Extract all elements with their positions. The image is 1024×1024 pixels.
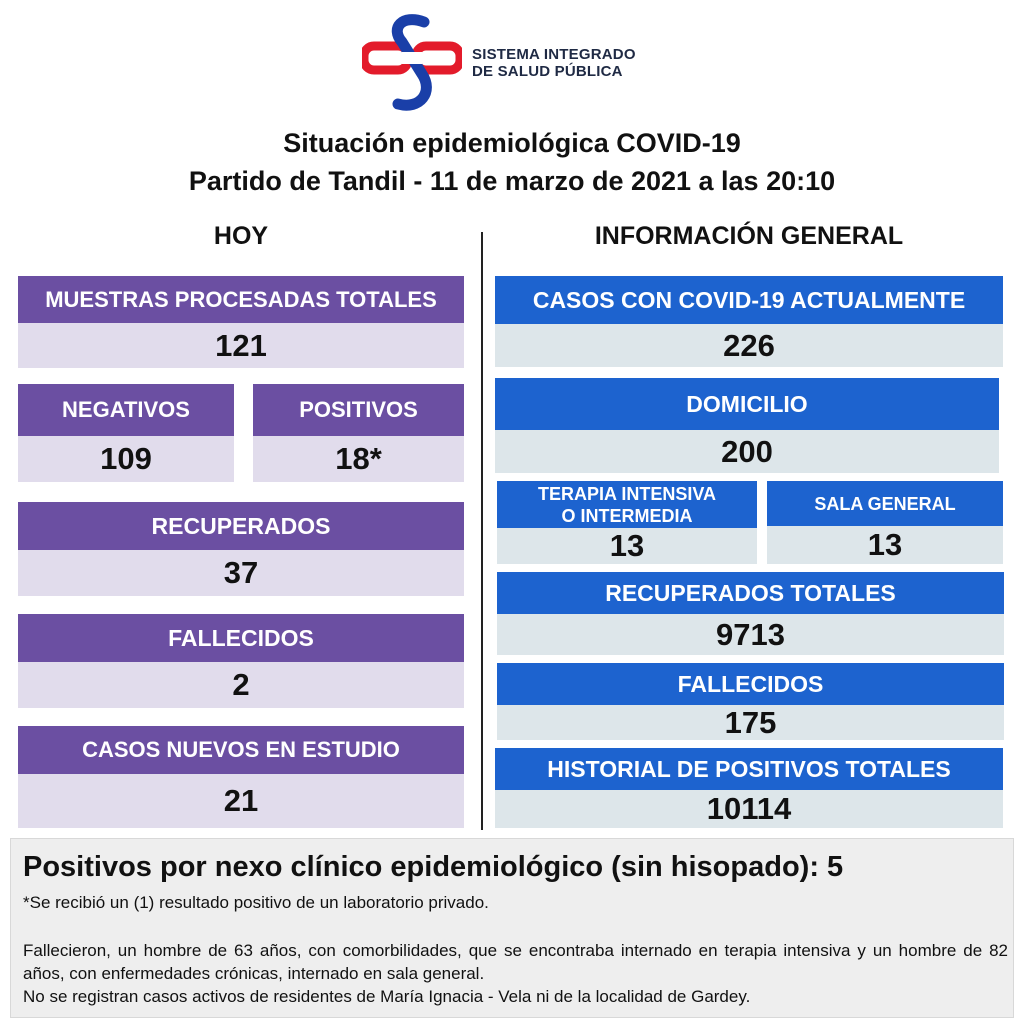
terapia-label: TERAPIA INTENSIVA O INTERMEDIA: [497, 481, 757, 528]
recuperados-totales-label: RECUPERADOS TOTALES: [497, 572, 1004, 614]
historial-label: HISTORIAL DE POSITIVOS TOTALES: [495, 748, 1003, 790]
nuevos-label: CASOS NUEVOS EN ESTUDIO: [18, 726, 464, 774]
muestras-value: 121: [18, 323, 464, 368]
footnote: *Se recibió un (1) resultado positivo de…: [23, 893, 489, 912]
terapia-value: 13: [497, 528, 757, 564]
recuperados-totales-value: 9713: [497, 614, 1004, 655]
muestras-label: MUESTRAS PROCESADAS TOTALES: [18, 276, 464, 323]
page-title-line-2: Partido de Tandil - 11 de marzo de 2021 …: [188, 166, 836, 196]
footer-paragraph-1: Fallecieron, un hombre de 63 años, con c…: [23, 941, 1008, 983]
sistema-integrado-logo-icon: [359, 14, 465, 114]
logo-text: SISTEMA INTEGRADO DE SALUD PÚBLICA: [472, 46, 636, 80]
hoy-heading: HOY: [213, 222, 269, 250]
general-heading: INFORMACIÓN GENERAL: [594, 222, 904, 250]
recuperados-value: 37: [18, 550, 464, 596]
positivos-label: POSITIVOS: [253, 384, 464, 436]
footer-paragraph: Fallecieron, un hombre de 63 años, con c…: [23, 939, 1008, 1008]
positivos-value: 18*: [253, 436, 464, 482]
domicilio-value: 200: [495, 430, 999, 473]
nexo-clinico-headline: Positivos por nexo clínico epidemiológic…: [23, 851, 844, 883]
sala-label: SALA GENERAL: [767, 481, 1003, 526]
fallecidos-general-label: FALLECIDOS: [497, 663, 1004, 705]
actuales-value: 226: [495, 324, 1003, 367]
footer-paragraph-2: No se registran casos activos de residen…: [23, 987, 751, 1006]
logo-line-1: SISTEMA INTEGRADO: [472, 46, 636, 63]
nuevos-value: 21: [18, 774, 464, 828]
terapia-label-line-2: O INTERMEDIA: [561, 505, 693, 526]
domicilio-label: DOMICILIO: [495, 378, 999, 430]
terapia-label-line-1: TERAPIA INTENSIVA: [537, 483, 716, 504]
recuperados-label: RECUPERADOS: [18, 502, 464, 550]
fallecidos-general-value: 175: [497, 705, 1004, 740]
fallecidos-hoy-label: FALLECIDOS: [18, 614, 464, 662]
page-title-line-1: Situación epidemiológica COVID-19: [283, 128, 741, 158]
fallecidos-hoy-value: 2: [18, 662, 464, 708]
historial-value: 10114: [495, 790, 1003, 828]
negativos-label: NEGATIVOS: [18, 384, 234, 436]
logo-line-2: DE SALUD PÚBLICA: [472, 63, 623, 80]
actuales-label: CASOS CON COVID-19 ACTUALMENTE: [495, 276, 1003, 324]
column-divider: [481, 232, 483, 830]
footer-panel: Positivos por nexo clínico epidemiológic…: [10, 838, 1014, 1018]
negativos-value: 109: [18, 436, 234, 482]
sala-value: 13: [767, 526, 1003, 564]
